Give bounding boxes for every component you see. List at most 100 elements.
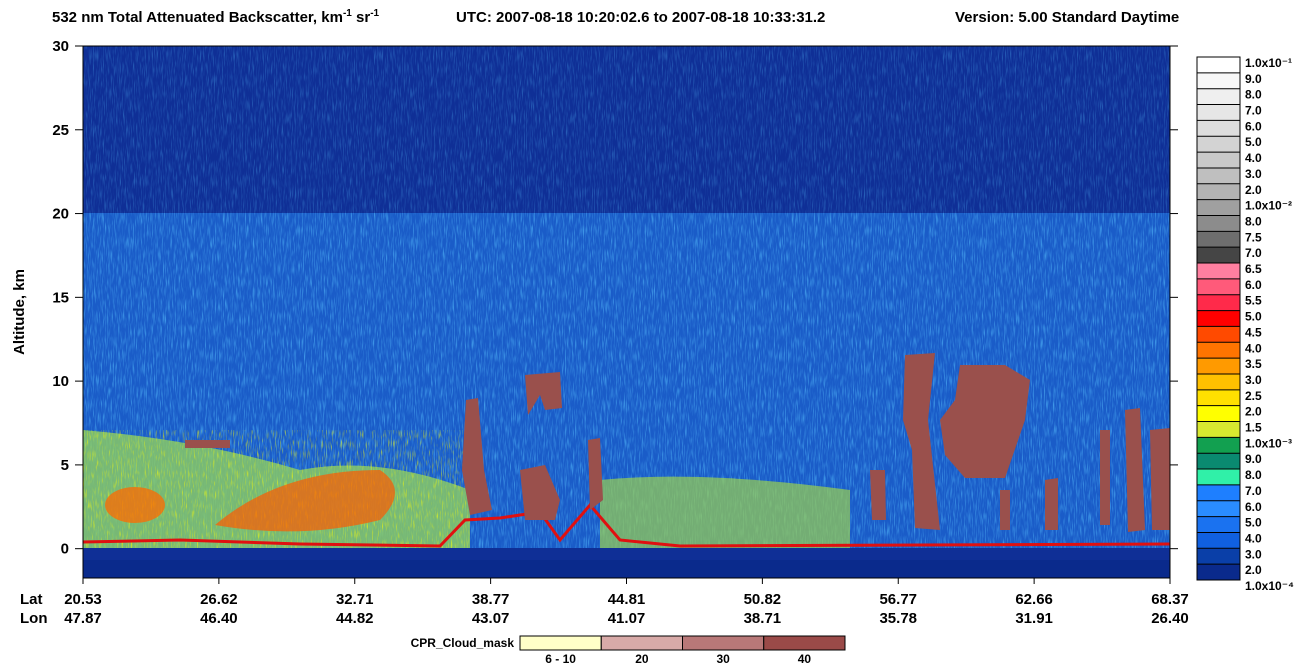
- colorbar-label: 1.0x10⁻⁴: [1245, 579, 1294, 593]
- title-superscript: -1: [370, 8, 379, 19]
- colorbar-label: 7.0: [1245, 246, 1262, 260]
- y-tick-label: 10: [52, 373, 69, 390]
- x-tick-label: 44.81: [608, 591, 646, 608]
- colorbar-label: 6.0: [1245, 500, 1262, 514]
- x-tick-label: 35.78: [879, 610, 917, 627]
- dense-aerosol: [215, 470, 395, 532]
- x-tick-label: 62.66: [1015, 591, 1053, 608]
- colorbar-swatch: [1197, 215, 1240, 232]
- x-tick-label: 46.40: [200, 610, 238, 627]
- backscatter-image: [83, 46, 1170, 578]
- y-tick-label: 15: [52, 289, 69, 306]
- colorbar-swatch: [1197, 104, 1240, 121]
- colorbar-swatch: [1197, 421, 1240, 438]
- colorbar-label: 5.0: [1245, 310, 1262, 324]
- colorbar-swatch: [1197, 136, 1240, 153]
- colorbar-swatch: [1197, 247, 1240, 264]
- title-superscript: -1: [343, 8, 352, 19]
- x-tick-label: 31.91: [1015, 610, 1053, 627]
- colorbar-swatch: [1197, 532, 1240, 549]
- colorbar-swatch: [1197, 453, 1240, 470]
- colorbar-label: 2.0: [1245, 563, 1262, 577]
- colorbar-label: 7.0: [1245, 104, 1262, 118]
- cpr-clouds: [185, 353, 1170, 532]
- colorbar-label: 2.0: [1245, 183, 1262, 197]
- x-tick-label: 26.40: [1151, 610, 1189, 627]
- colorbar-swatch: [1197, 72, 1240, 89]
- colorbar-label: 2.5: [1245, 389, 1262, 403]
- colorbar-label: 8.0: [1245, 468, 1262, 482]
- y-tick-label: 25: [52, 122, 69, 139]
- version: Version: 5.00 Standard Daytime: [955, 9, 1179, 26]
- colorbar-label: 4.5: [1245, 325, 1262, 339]
- colorbar-swatch: [1197, 88, 1240, 105]
- colorbar-swatch: [1197, 326, 1240, 343]
- x-tick-label: 26.62: [200, 591, 238, 608]
- colorbar-label: 3.5: [1245, 357, 1262, 371]
- colorbar-label: 4.0: [1245, 341, 1262, 355]
- colorbar-label: 6.0: [1245, 119, 1262, 133]
- colorbar-swatch: [1197, 484, 1240, 501]
- upper-noise: [83, 46, 1170, 213]
- colorbar-label: 3.0: [1245, 547, 1262, 561]
- colorbar-swatch: [1197, 167, 1240, 184]
- colorbar-label: 8.0: [1245, 214, 1262, 228]
- colorbar-label: 1.0x10⁻²: [1245, 199, 1292, 213]
- chart-title: 532 nm Total Attenuated Backscatter, km-…: [52, 8, 380, 26]
- colorbar-label: 7.0: [1245, 484, 1262, 498]
- below-surface: [83, 560, 1170, 578]
- x-tick-label: 50.82: [744, 591, 782, 608]
- colorbar-swatch: [1197, 389, 1240, 406]
- x-row-name: Lon: [20, 610, 48, 627]
- colorbar-swatch: [1197, 294, 1240, 311]
- colorbar-swatch: [1197, 342, 1240, 359]
- colorbar-label: 3.0: [1245, 373, 1262, 387]
- cloud-mask-swatch: [682, 635, 765, 651]
- x-tick-label: 43.07: [472, 610, 510, 627]
- cloud-mask-label: 40: [798, 652, 812, 666]
- colorbar-label: 3.0: [1245, 167, 1262, 181]
- y-tick-label: 5: [61, 457, 69, 474]
- x-tick-label: 68.37: [1151, 591, 1189, 608]
- y-tick-label: 20: [52, 206, 69, 223]
- colorbar-swatch: [1197, 405, 1240, 422]
- cloud-mask-swatch: [519, 635, 602, 651]
- colorbar-swatch: [1197, 263, 1240, 279]
- y-tick-label: 0: [61, 541, 69, 558]
- colorbar-label: 1.0x10⁻³: [1245, 436, 1292, 450]
- colorbar-swatch: [1197, 199, 1240, 216]
- utc-range: UTC: 2007-08-18 10:20:02.6 to 2007-08-18…: [456, 9, 825, 26]
- colorbar-label: 8.0: [1245, 88, 1262, 102]
- x-tick-label: 41.07: [608, 610, 646, 627]
- colorbar-swatch: [1197, 152, 1240, 168]
- colorbar-swatch: [1197, 373, 1240, 390]
- colorbar-label: 9.0: [1245, 452, 1262, 466]
- colorbar-swatch: [1197, 564, 1240, 580]
- surface-return: [83, 502, 1170, 548]
- colorbar-swatch: [1197, 278, 1240, 295]
- y-tick-label: 30: [52, 38, 69, 55]
- colorbar-label: 5.0: [1245, 516, 1262, 530]
- colorbar-swatch: [1197, 500, 1240, 517]
- colorbar-swatch: [1197, 57, 1240, 73]
- title-text: sr: [352, 9, 371, 26]
- x-tick-label: 47.87: [64, 610, 102, 627]
- title-text: 532 nm Total Attenuated Backscatter, km: [52, 9, 343, 26]
- cloud-mask-label: 20: [635, 652, 649, 666]
- colorbar-swatch: [1197, 231, 1240, 248]
- dense-aerosol: [105, 487, 165, 523]
- colorbar-label: 1.0x10⁻¹: [1245, 56, 1292, 70]
- x-tick-label: 32.71: [336, 591, 374, 608]
- x-tick-label: 44.82: [336, 610, 374, 627]
- colorbar-label: 5.5: [1245, 294, 1262, 308]
- cloud-mask-label: 30: [716, 652, 730, 666]
- x-tick-label: 38.71: [744, 610, 782, 627]
- cloud-mask-swatch: [763, 635, 846, 651]
- colorbar-label: 1.5: [1245, 421, 1262, 435]
- colorbar-swatch: [1197, 358, 1240, 374]
- colorbar-swatch: [1197, 516, 1240, 533]
- y-axis-label: Altitude, km: [11, 269, 28, 355]
- colorbar-label: 6.0: [1245, 278, 1262, 292]
- cloud-mask-label: 6 - 10: [545, 652, 576, 666]
